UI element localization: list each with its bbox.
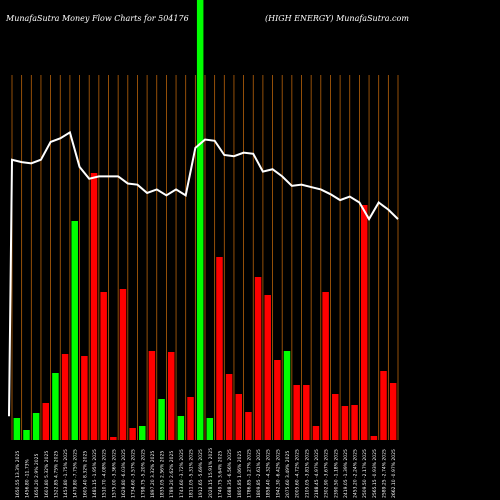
- x-tick-label: 1510.70 -4.08% 2025: [102, 449, 108, 498]
- grid-lines: [11, 75, 399, 440]
- bar: [167, 352, 175, 440]
- bar: [206, 418, 214, 440]
- bar: [225, 374, 233, 440]
- bar: [139, 426, 146, 440]
- x-tick-label: 2509.50 -2.17% 2025: [362, 449, 368, 498]
- x-tick-label: 2028.15 15.91% 2025: [208, 448, 214, 498]
- x-tick-label: 1603.80 5.32% 2025: [44, 451, 50, 498]
- x-tick-label: 1629.80 -6.03% 2025: [121, 449, 127, 498]
- bar: [52, 373, 59, 440]
- bar: [158, 399, 165, 440]
- x-tick-label: 1605.40 8.32% 2025: [82, 451, 88, 498]
- x-tick-label: 1835.05 2.56% 2025: [160, 451, 166, 498]
- chart-title-right: (HIGH ENERGY) MunafaSutra.com: [265, 14, 409, 23]
- x-tick-label: 1912.65 -5.69% 2025: [198, 449, 204, 498]
- x-tick-label: 1786.85 -1.27% 2025: [246, 449, 252, 498]
- bar: [81, 356, 88, 440]
- x-tick-label: 1809.85 -2.61% 2025: [256, 449, 262, 498]
- bar: [322, 292, 329, 440]
- x-axis-labels: 1650.55 13.3% 2025 1456.80 -11.73% 1650.20…: [15, 448, 397, 498]
- bar: [389, 383, 397, 440]
- bar: [129, 428, 136, 440]
- x-tick-label: 1805.85 1.06% 2025: [237, 451, 243, 498]
- bar: [360, 205, 368, 440]
- bar: [148, 351, 156, 440]
- bar: [13, 418, 21, 440]
- bar: [283, 351, 291, 440]
- bar: [71, 221, 78, 440]
- bar: [264, 295, 271, 440]
- bar: [42, 403, 50, 440]
- x-tick-label: 1481.15 -1.95% 2025: [92, 449, 98, 498]
- x-tick-label: 1479.80 -7.75% 2025: [73, 449, 79, 498]
- x-tick-label: 1858.40 -4.32% 2025: [266, 449, 272, 498]
- bar: [23, 430, 30, 440]
- x-tick-label: 1688.35 -6.56% 2025: [227, 449, 233, 498]
- x-tick-label: 1942.30 -6.42% 2025: [275, 449, 281, 498]
- x-tick-label: 1749.75 3.64% 2025: [217, 451, 223, 498]
- bar: [274, 360, 281, 440]
- x-tick-label: 1650.20 2.9% 2025: [34, 454, 40, 498]
- bar-series: [13, 0, 397, 440]
- bar: [380, 371, 387, 440]
- x-tick-label: 2589.25 -2.74% 2025: [382, 449, 388, 498]
- bar: [312, 426, 320, 440]
- x-tick-label: 1811.05 -5.31% 2025: [189, 449, 195, 498]
- bar: [90, 173, 98, 440]
- bar: [245, 412, 252, 440]
- bar: [235, 394, 243, 440]
- bar: [32, 413, 40, 440]
- bar: [61, 354, 69, 440]
- x-tick-label: 2302.90 -3.67% 2025: [324, 449, 330, 498]
- x-tick-label: 2075.60 3.49% 2025: [285, 451, 291, 498]
- chart-title-left: MunafaSutra Money Flow Charts for 504176: [6, 14, 189, 23]
- x-tick-label: 1453.80 -1.75% 2025: [63, 449, 69, 498]
- x-tick-label: 2188.45 -4.97% 2025: [314, 449, 320, 498]
- x-tick-label: 2662.10 -0.97% 2025: [391, 449, 397, 498]
- bar: [303, 385, 310, 440]
- x-tick-label: 1575.00 -3.36% 2025: [111, 449, 117, 498]
- bar: [293, 385, 300, 440]
- bar: [100, 292, 107, 440]
- x-tick-label: 2565.15 -0.93% 2025: [372, 449, 378, 498]
- x-tick-label: 2390.50 -1.18% 2025: [333, 449, 339, 498]
- x-tick-label: 1798.75 -5.20% 2025: [140, 449, 146, 498]
- x-tick-label: 1734.60 -3.57% 2025: [131, 449, 137, 498]
- x-tick-label: 2105.05 -3.81% 2025: [304, 449, 310, 498]
- x-tick-label: 1456.80 -11.73%: [24, 458, 30, 498]
- bar: [110, 437, 117, 440]
- x-tick-label: 1650.55 13.3% 2025: [15, 451, 21, 498]
- x-tick-label: 2453.20 -2.24% 2025: [353, 449, 359, 498]
- x-tick-label: 1522.85 4.75% 2025: [53, 451, 59, 498]
- bar: [370, 436, 378, 440]
- x-tick-label: 1897.20 3.32% 2025: [150, 451, 156, 498]
- bar: [341, 406, 349, 440]
- bar: [351, 405, 358, 440]
- bar: [332, 394, 339, 440]
- x-tick-label: 1789.20 2.62% 2025: [169, 451, 175, 498]
- bar: [177, 416, 185, 440]
- bar: [216, 257, 223, 440]
- bar: [119, 289, 127, 440]
- price-line-path: [8, 130, 399, 417]
- bar: [187, 397, 194, 440]
- x-tick-label: 2419.05 -1.39% 2025: [343, 449, 349, 498]
- bar: [196, 0, 204, 440]
- x-tick-label: 2005.60 -4.72% 2025: [295, 449, 301, 498]
- x-tick-label: 1743.60 -3.72% 2025: [179, 449, 185, 498]
- bar: [254, 277, 262, 440]
- price-line: [8, 130, 399, 417]
